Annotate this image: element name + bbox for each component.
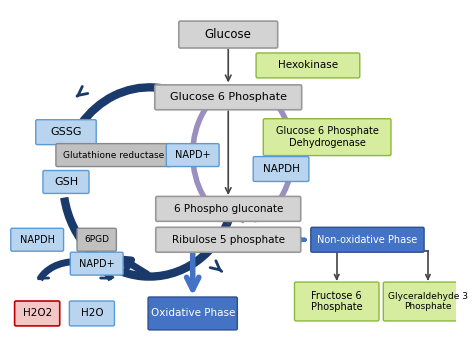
FancyBboxPatch shape bbox=[253, 157, 309, 182]
FancyBboxPatch shape bbox=[256, 53, 360, 78]
FancyBboxPatch shape bbox=[56, 144, 172, 166]
Text: Non-oxidative Phase: Non-oxidative Phase bbox=[317, 235, 418, 245]
FancyBboxPatch shape bbox=[155, 85, 301, 110]
FancyBboxPatch shape bbox=[77, 228, 117, 251]
Text: Hexokinase: Hexokinase bbox=[278, 61, 338, 70]
FancyBboxPatch shape bbox=[15, 301, 60, 326]
Text: 6PGD: 6PGD bbox=[84, 235, 109, 244]
Text: NAPDH: NAPDH bbox=[263, 164, 300, 174]
FancyBboxPatch shape bbox=[311, 227, 424, 252]
FancyBboxPatch shape bbox=[156, 227, 301, 252]
FancyBboxPatch shape bbox=[263, 119, 391, 156]
Text: Glucose: Glucose bbox=[205, 28, 252, 41]
FancyBboxPatch shape bbox=[43, 170, 89, 194]
FancyBboxPatch shape bbox=[294, 282, 379, 321]
Text: GSSG: GSSG bbox=[50, 127, 82, 137]
FancyBboxPatch shape bbox=[70, 252, 123, 275]
Text: Glucose 6 Phosphate: Glucose 6 Phosphate bbox=[170, 92, 287, 102]
FancyBboxPatch shape bbox=[69, 301, 114, 326]
Text: H2O2: H2O2 bbox=[23, 308, 52, 319]
Text: NAPDH: NAPDH bbox=[20, 235, 55, 245]
FancyBboxPatch shape bbox=[179, 21, 278, 48]
Text: Glutathione reductase: Glutathione reductase bbox=[64, 151, 164, 159]
Text: H2O: H2O bbox=[81, 308, 103, 319]
Text: 6 Phospho gluconate: 6 Phospho gluconate bbox=[173, 204, 283, 214]
Text: Glucose 6 Phosphate
Dehydrogenase: Glucose 6 Phosphate Dehydrogenase bbox=[276, 126, 379, 148]
Text: Glyceraldehyde 3
Phosphate: Glyceraldehyde 3 Phosphate bbox=[388, 292, 468, 311]
Text: NAPD+: NAPD+ bbox=[175, 150, 210, 160]
Text: NAPD+: NAPD+ bbox=[79, 259, 115, 269]
FancyBboxPatch shape bbox=[36, 120, 96, 145]
Text: Fructose 6
Phosphate: Fructose 6 Phosphate bbox=[311, 291, 363, 312]
FancyBboxPatch shape bbox=[166, 144, 219, 166]
Text: GSH: GSH bbox=[54, 177, 78, 187]
FancyBboxPatch shape bbox=[156, 196, 301, 221]
Text: Ribulose 5 phosphate: Ribulose 5 phosphate bbox=[172, 235, 285, 245]
FancyBboxPatch shape bbox=[11, 228, 64, 251]
FancyBboxPatch shape bbox=[148, 297, 237, 330]
FancyBboxPatch shape bbox=[383, 282, 473, 321]
Text: Oxidative Phase: Oxidative Phase bbox=[151, 308, 235, 319]
